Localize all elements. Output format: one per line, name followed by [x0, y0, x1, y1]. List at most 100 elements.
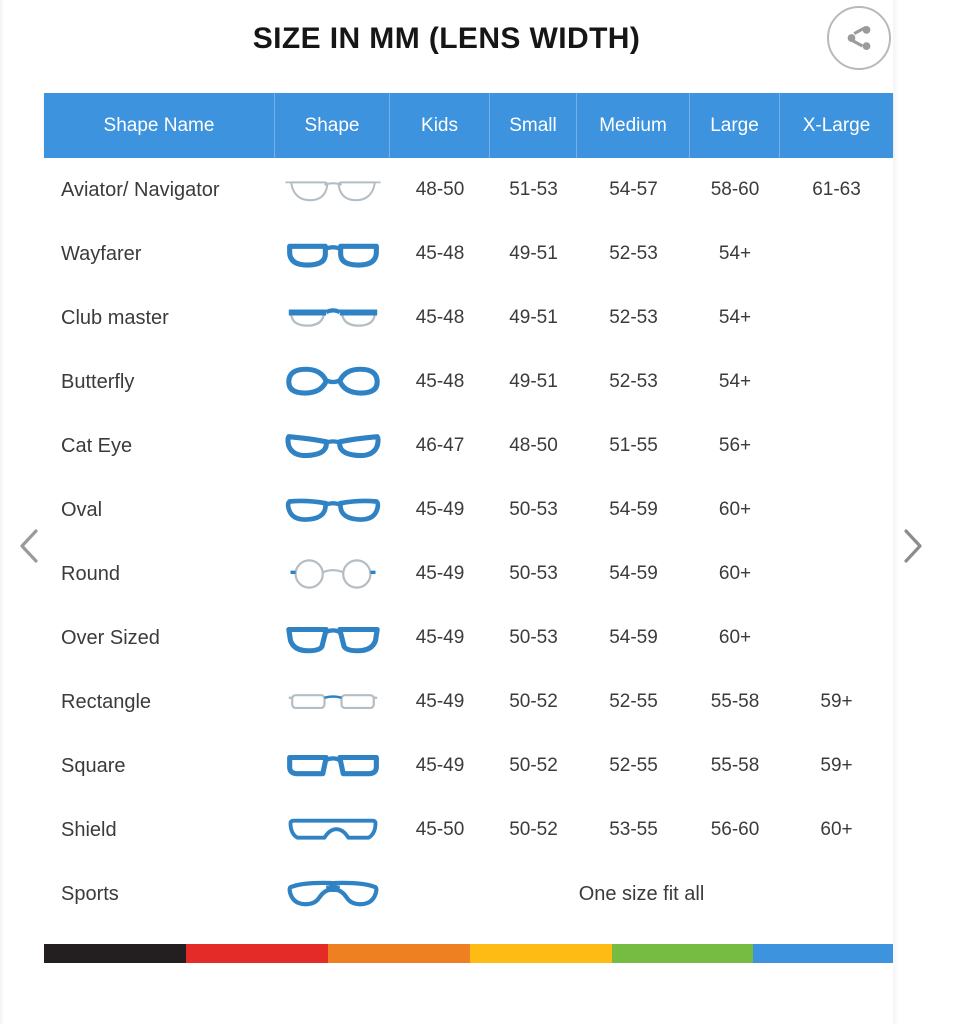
title-bar: SIZE IN MM (LENS WIDTH) [0, 0, 957, 93]
small-size-cell: 48-50 [509, 435, 558, 456]
medium-size-cell: 54-59 [609, 563, 658, 584]
shape-name-cell: Wayfarer [61, 242, 142, 265]
shape-name-cell: Rectangle [61, 690, 152, 713]
medium-size-cell: 52-53 [609, 307, 658, 328]
kids-size-cell: 45-49 [415, 755, 465, 776]
large-size-cell: 54+ [718, 371, 752, 392]
medium-size-cell: 52-53 [609, 243, 658, 264]
one-size-cell: One size fit all [578, 882, 705, 905]
oval-glasses-icon [275, 490, 390, 530]
column-header-medium: Medium [577, 93, 690, 158]
shape-name-cell: Shield [61, 818, 117, 841]
column-header-shape: Shape [275, 93, 390, 158]
column-header-small: Small [490, 93, 577, 158]
column-header-large: Large [690, 93, 780, 158]
table-row: Sports One size fit all [44, 862, 893, 926]
table-row: Square 45-49 50-52 52-55 55-58 59+ [44, 734, 893, 798]
chevron-left-icon[interactable] [6, 520, 52, 572]
shape-name-cell: Over Sized [61, 626, 160, 649]
kids-size-cell: 46-47 [415, 435, 465, 456]
shape-name-cell: Square [61, 754, 126, 777]
medium-size-cell: 52-53 [609, 371, 658, 392]
color-bar-segment-4 [612, 944, 753, 963]
butterfly-glasses-icon [275, 362, 390, 402]
large-size-cell: 54+ [718, 307, 752, 328]
x-large-size-cell: 59+ [820, 691, 853, 712]
table-row: Club master 45-48 49-51 52-53 54+ [44, 286, 893, 350]
table-row: Shield 45-50 50-52 53-55 56-60 60+ [44, 798, 893, 862]
cateye-glasses-icon [275, 426, 390, 466]
left-edge-shadow [0, 0, 4, 1024]
large-size-cell: 55-58 [710, 691, 760, 712]
aviator-glasses-icon [275, 170, 390, 210]
kids-size-cell: 48-50 [415, 179, 465, 200]
table-row: Round 45-49 50-53 54-59 60+ [44, 542, 893, 606]
column-header-x-large: X-Large [802, 114, 871, 136]
oversized-glasses-icon [275, 618, 390, 658]
kids-size-cell: 45-49 [415, 499, 465, 520]
table-row: Wayfarer 45-48 49-51 52-53 54+ [44, 222, 893, 286]
kids-size-cell: 45-49 [415, 627, 465, 648]
column-header-kids: Kids [390, 93, 490, 158]
size-table: Shape Name Shape Kids Small Medium Large… [44, 93, 893, 926]
small-size-cell: 50-53 [509, 563, 558, 584]
large-size-cell: 56+ [718, 435, 752, 456]
large-size-cell: 60+ [718, 563, 752, 584]
x-large-size-cell: 60+ [820, 819, 853, 840]
clubmaster-glasses-icon [275, 298, 390, 338]
color-bar-segment-0 [44, 944, 186, 963]
table-row: Oval 45-49 50-53 54-59 60+ [44, 478, 893, 542]
small-size-cell: 49-51 [509, 307, 558, 328]
medium-size-cell: 54-59 [609, 627, 658, 648]
small-size-cell: 51-53 [509, 179, 558, 200]
large-size-cell: 56-60 [710, 819, 760, 840]
table-row: Cat Eye 46-47 48-50 51-55 56+ [44, 414, 893, 478]
wayfarer-glasses-icon [275, 234, 390, 274]
large-size-cell: 54+ [718, 243, 752, 264]
medium-size-cell: 53-55 [609, 819, 658, 840]
medium-size-cell: 54-59 [609, 499, 658, 520]
small-size-cell: 50-52 [509, 691, 558, 712]
kids-size-cell: 45-49 [415, 691, 465, 712]
color-bar [44, 944, 893, 963]
color-bar-segment-3 [470, 944, 612, 963]
shape-name-cell: Butterfly [61, 370, 135, 393]
shape-name-cell: Oval [61, 498, 103, 521]
shape-name-cell: Round [61, 562, 120, 585]
x-large-size-cell: 61-63 [812, 179, 861, 200]
shield-glasses-icon [275, 810, 390, 850]
small-size-cell: 50-53 [509, 627, 558, 648]
kids-size-cell: 45-48 [415, 307, 465, 328]
color-bar-segment-1 [186, 944, 328, 963]
share-icon[interactable] [827, 6, 891, 70]
large-size-cell: 58-60 [710, 179, 760, 200]
kids-size-cell: 45-50 [415, 819, 465, 840]
kids-size-cell: 45-48 [415, 243, 465, 264]
kids-size-cell: 45-49 [415, 563, 465, 584]
chevron-right-icon[interactable] [889, 520, 935, 572]
shape-name-cell: Sports [61, 882, 119, 905]
kids-size-cell: 45-48 [415, 371, 465, 392]
small-size-cell: 50-52 [509, 819, 558, 840]
color-bar-segment-5 [753, 944, 893, 963]
sports-glasses-icon [275, 874, 390, 914]
table-body: Aviator/ Navigator 48-50 51-53 54-57 58-60 61… [44, 158, 893, 926]
page-title: SIZE IN MM (LENS WIDTH) [252, 22, 641, 55]
column-header-shape-name: Shape Name [44, 93, 275, 158]
medium-size-cell: 52-55 [609, 755, 658, 776]
round-glasses-icon [275, 554, 390, 594]
table-row: Butterfly 45-48 49-51 52-53 54+ [44, 350, 893, 414]
shape-name-cell: Aviator/ Navigator [61, 178, 220, 201]
shape-name-cell: Club master [61, 306, 169, 329]
color-bar-segment-2 [328, 944, 470, 963]
table-row: Rectangle 45-49 50-52 52-55 55-58 59+ [44, 670, 893, 734]
small-size-cell: 50-52 [509, 755, 558, 776]
large-size-cell: 60+ [718, 499, 752, 520]
square-glasses-icon [275, 746, 390, 786]
large-size-cell: 55-58 [710, 755, 760, 776]
small-size-cell: 50-53 [509, 499, 558, 520]
rectangle-glasses-icon [275, 682, 390, 722]
shape-name-cell: Cat Eye [61, 434, 133, 457]
right-edge-shadow [893, 0, 899, 1024]
